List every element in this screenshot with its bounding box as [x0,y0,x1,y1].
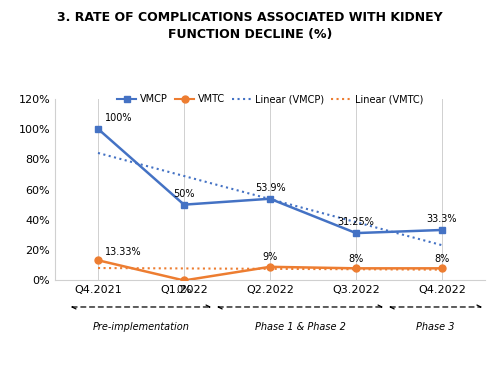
Text: Phase 1 & Phase 2: Phase 1 & Phase 2 [254,322,346,332]
Text: 9%: 9% [262,252,278,262]
Text: 13.33%: 13.33% [105,247,142,257]
Legend: VMCP, VMTC, Linear (VMCP), Linear (VMTC): VMCP, VMTC, Linear (VMCP), Linear (VMTC) [113,90,427,108]
Text: Phase 3: Phase 3 [416,322,455,332]
Text: 8%: 8% [348,254,364,264]
Text: 31.25%: 31.25% [338,217,374,227]
Text: 3. RATE OF COMPLICATIONS ASSOCIATED WITH KIDNEY
FUNCTION DECLINE (%): 3. RATE OF COMPLICATIONS ASSOCIATED WITH… [57,11,443,41]
Text: 8%: 8% [434,254,450,264]
Text: 50%: 50% [174,189,195,199]
Text: Pre-implementation: Pre-implementation [92,322,190,332]
Text: 100%: 100% [105,113,132,123]
Text: 0%: 0% [176,285,192,295]
Text: 33.3%: 33.3% [427,214,457,224]
Text: 53.9%: 53.9% [254,183,286,193]
